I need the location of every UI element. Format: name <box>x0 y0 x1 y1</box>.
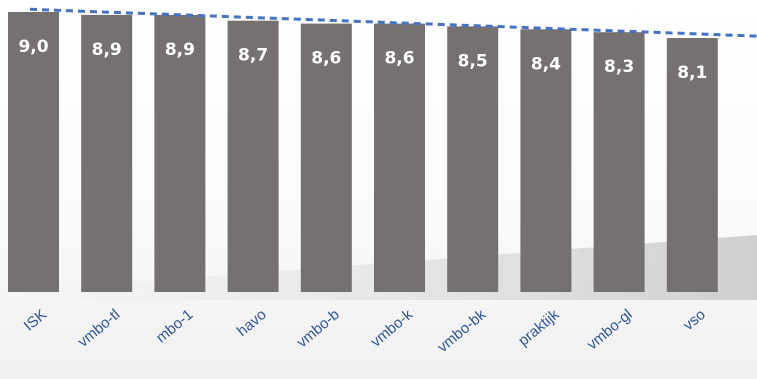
bar-mbo-1 <box>154 14 206 293</box>
bar-vmbo-k <box>374 23 425 292</box>
bars-layer <box>8 12 718 293</box>
data-label-havo: 8,7 <box>238 46 268 66</box>
bar-ISK <box>8 12 59 292</box>
trendline <box>29 7 757 38</box>
data-label-praktijk: 8,4 <box>531 54 561 74</box>
data-label-vmbo-gl: 8,3 <box>604 57 634 77</box>
data-labels-layer: 9,0 8,9 8,9 8,7 8,6 8,6 8,5 8,4 8,3 8,1 <box>18 37 707 83</box>
bar-vmbo-gl <box>593 32 645 292</box>
data-label-vmbo-b: 8,6 <box>311 49 341 69</box>
data-label-vmbo-bk: 8,5 <box>458 51 488 71</box>
bar-vmbo-b <box>300 23 352 292</box>
bar-havo <box>227 20 279 292</box>
bar-vso <box>666 38 718 292</box>
data-label-vmbo-k: 8,6 <box>384 49 414 69</box>
data-label-vmbo-tl: 8,9 <box>92 40 122 60</box>
bar-vmbo-bk <box>447 26 499 293</box>
data-label-vso: 8,1 <box>677 63 707 83</box>
bar-vmbo-tl <box>81 14 133 293</box>
data-label-ISK: 9,0 <box>18 37 48 57</box>
data-label-mbo-1: 8,9 <box>165 40 195 60</box>
bar-praktijk <box>520 29 572 293</box>
